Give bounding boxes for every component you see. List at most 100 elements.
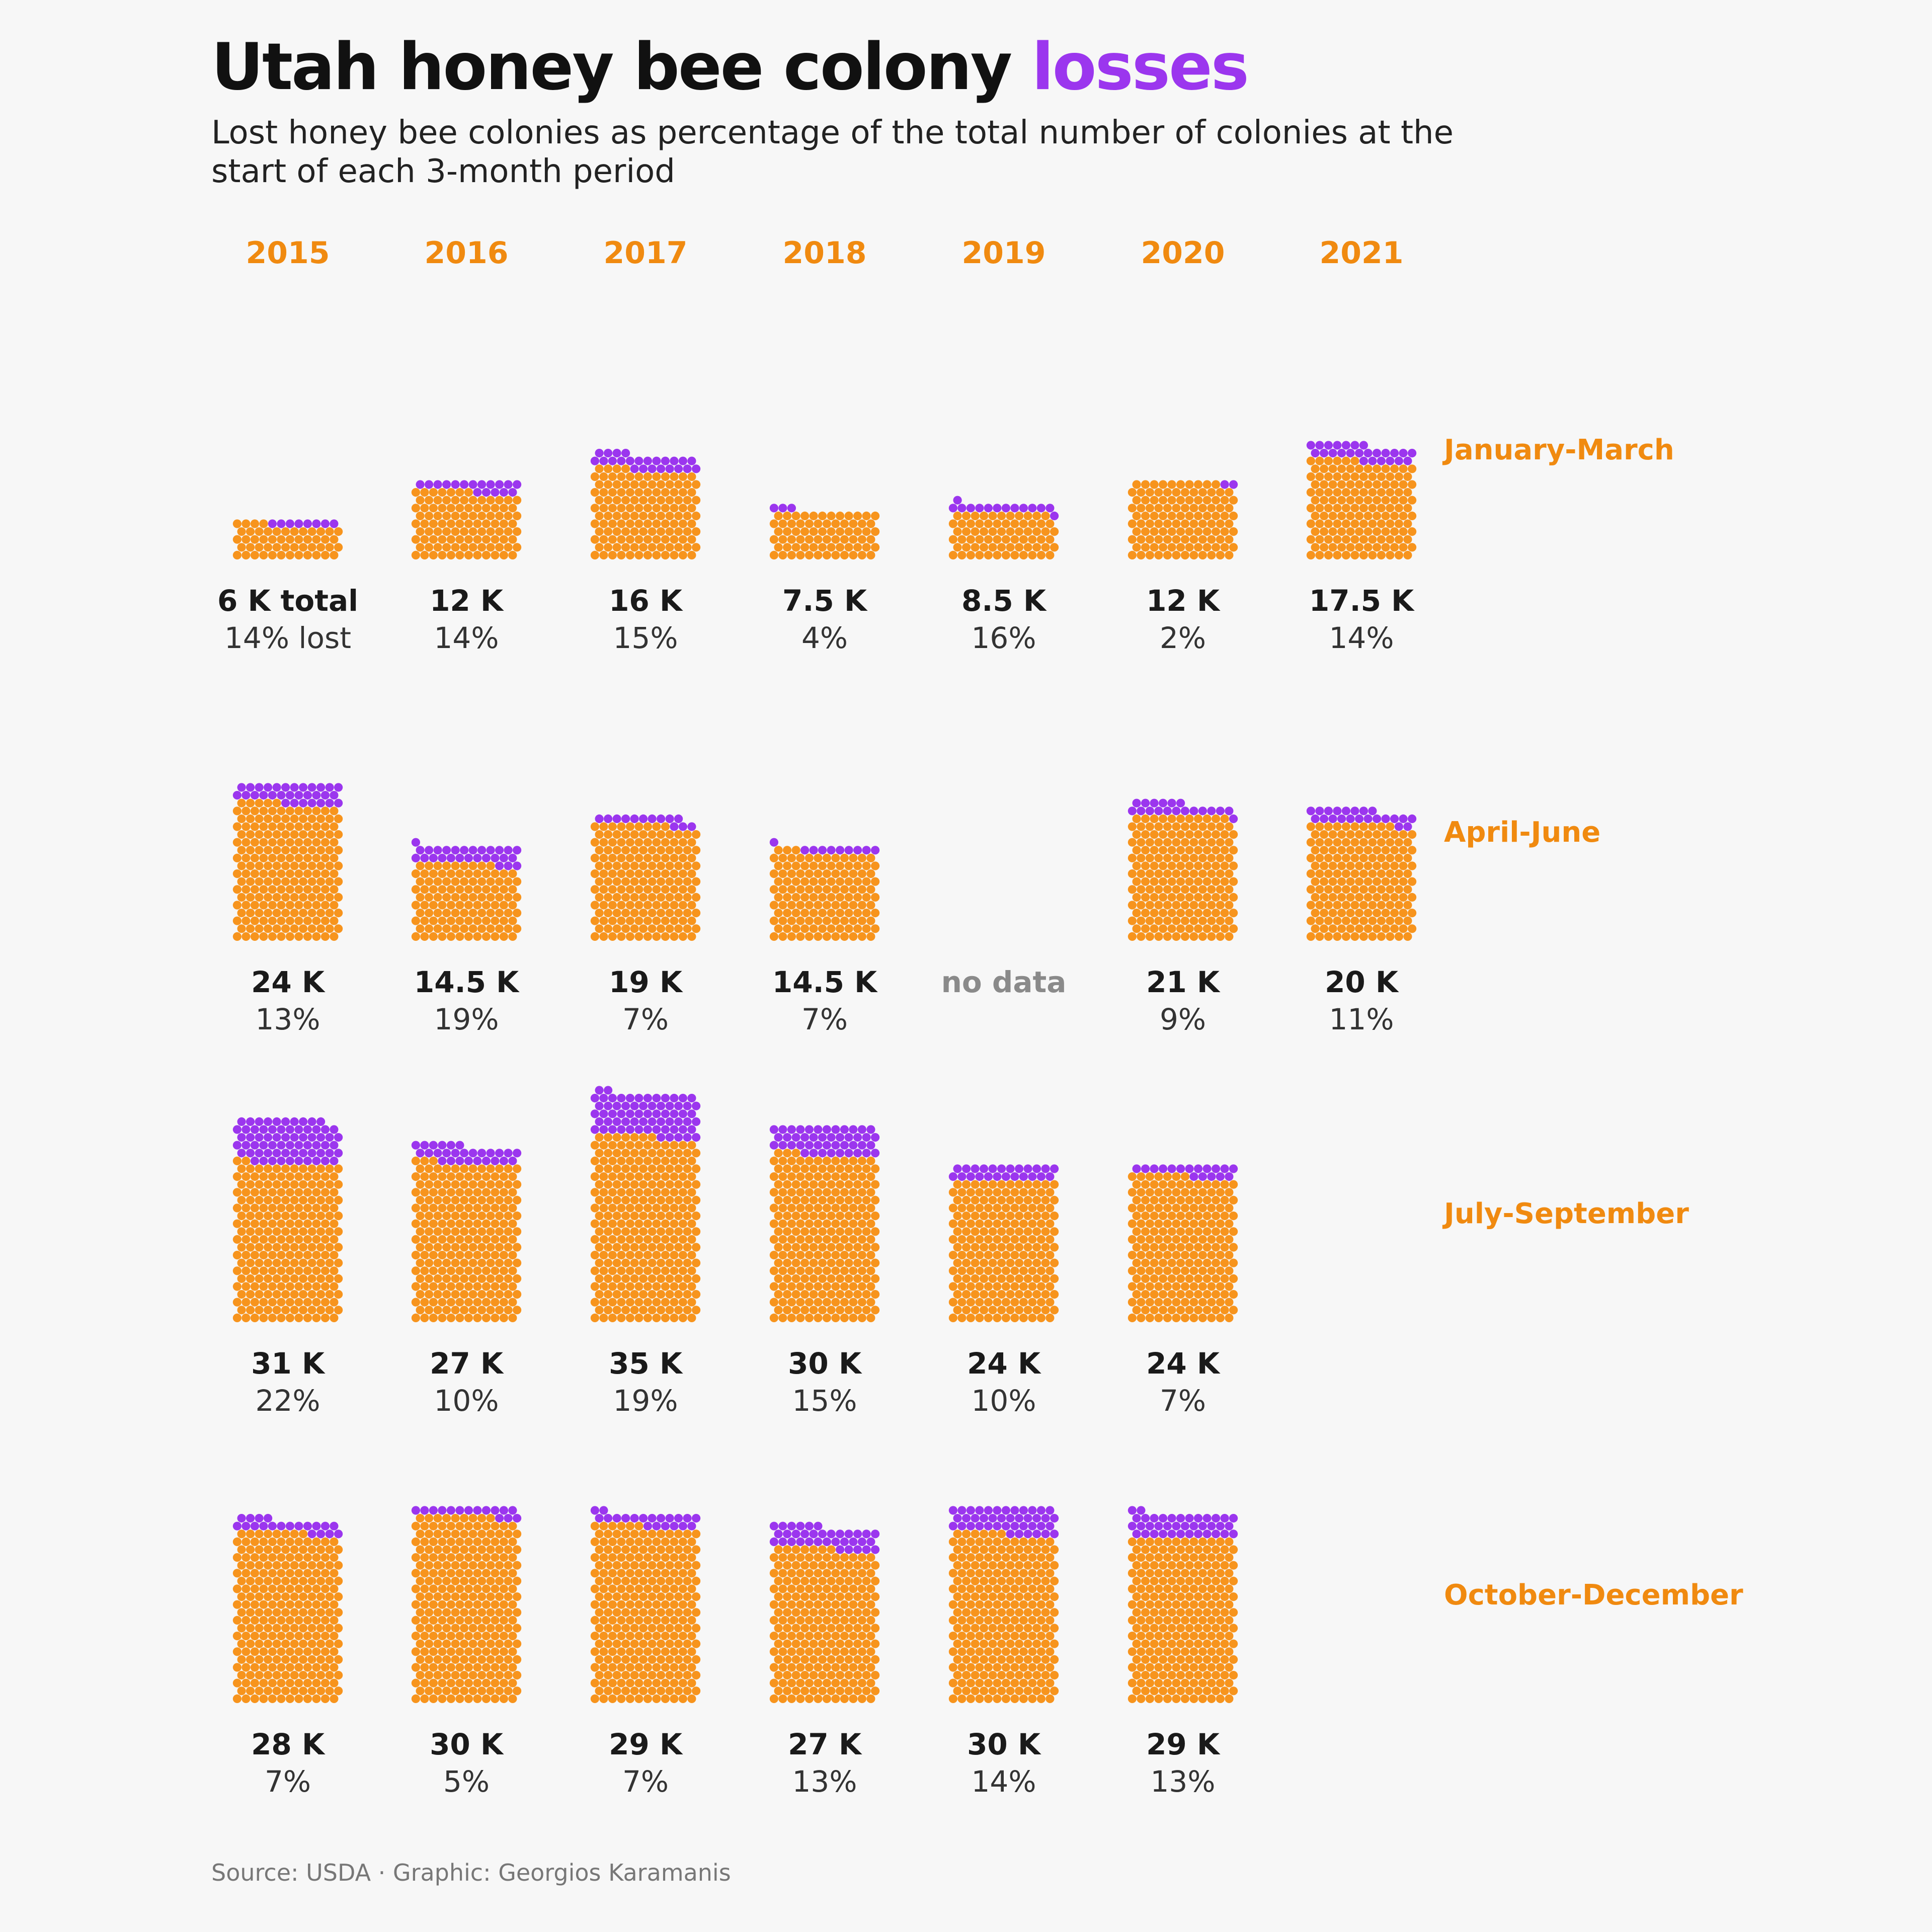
colony-dot bbox=[1194, 1258, 1203, 1267]
colony-dot bbox=[809, 1195, 818, 1204]
colony-dot bbox=[818, 1671, 827, 1680]
lost-colony-dot bbox=[840, 1141, 849, 1150]
colony-dot bbox=[1010, 1282, 1019, 1291]
colony-dot bbox=[595, 1655, 604, 1664]
colony-dot bbox=[281, 1686, 290, 1696]
lost-colony-dot bbox=[307, 1117, 316, 1126]
colony-dot bbox=[303, 1616, 312, 1625]
colony-dot bbox=[621, 830, 630, 839]
colony-dot bbox=[953, 1306, 962, 1315]
colony-dot bbox=[988, 1655, 997, 1664]
colony-dot bbox=[778, 1203, 787, 1213]
lost-colony-dot bbox=[1010, 504, 1019, 513]
colony-dot bbox=[312, 1663, 321, 1672]
colony-dot bbox=[791, 1608, 800, 1617]
colony-dot bbox=[962, 1576, 971, 1585]
colony-dot bbox=[1036, 1313, 1045, 1322]
colony-dot bbox=[420, 1188, 429, 1197]
colony-dot bbox=[246, 527, 255, 536]
colony-dot bbox=[1172, 885, 1181, 894]
colony-dot bbox=[460, 1180, 469, 1189]
colony-dot bbox=[831, 1616, 840, 1625]
colony-dot bbox=[420, 1632, 429, 1641]
colony-dot bbox=[1045, 519, 1055, 528]
colony-dot bbox=[446, 504, 456, 513]
colony-dot bbox=[429, 1569, 438, 1578]
colony-dot bbox=[1198, 838, 1207, 847]
colony-dot bbox=[1163, 1172, 1172, 1181]
colony-dot bbox=[504, 1195, 513, 1204]
colony-dot bbox=[272, 1639, 281, 1648]
colony-dot bbox=[473, 1298, 482, 1307]
colony-dot bbox=[508, 916, 517, 925]
colony-dot bbox=[787, 1298, 796, 1307]
colony-dot bbox=[1176, 924, 1185, 933]
colony-dot bbox=[455, 1584, 464, 1593]
colony-dot bbox=[678, 1266, 687, 1275]
colony-dot bbox=[320, 535, 330, 544]
colony-dot bbox=[495, 877, 504, 886]
colony-dot bbox=[499, 1172, 509, 1181]
colony-dot bbox=[809, 1655, 818, 1664]
lost-colony-dot bbox=[818, 846, 827, 855]
colony-dot bbox=[416, 1274, 425, 1283]
colony-dot bbox=[665, 861, 674, 870]
lost-colony-dot bbox=[504, 1514, 513, 1523]
colony-dot bbox=[486, 909, 495, 918]
colony-dot bbox=[312, 822, 321, 831]
lost-colony-dot bbox=[692, 1133, 701, 1142]
lost-colony-dot bbox=[604, 1117, 613, 1126]
colony-dot bbox=[975, 1282, 984, 1291]
colony-dot bbox=[438, 1172, 447, 1181]
colony-dot bbox=[822, 1298, 831, 1307]
colony-dot bbox=[1386, 932, 1395, 941]
colony-dot bbox=[316, 1655, 326, 1664]
colony-dot bbox=[849, 1219, 858, 1228]
colony-dot bbox=[652, 1298, 661, 1307]
colony-dot bbox=[277, 1553, 286, 1562]
colony-dot bbox=[791, 1227, 800, 1236]
colony-dot bbox=[827, 1592, 836, 1601]
colony-dot bbox=[634, 519, 643, 528]
lost-colony-dot bbox=[630, 1514, 639, 1523]
colony-dot bbox=[652, 1553, 661, 1562]
colony-dot bbox=[1346, 496, 1355, 505]
colony-dot bbox=[473, 885, 482, 894]
colony-dot bbox=[975, 519, 984, 528]
colony-dot bbox=[975, 1188, 984, 1197]
colony-dot bbox=[634, 1298, 643, 1307]
lost-colony-dot bbox=[1167, 798, 1176, 808]
colony-dot bbox=[438, 1219, 447, 1228]
colony-dot bbox=[674, 1608, 683, 1617]
lost-colony-dot bbox=[242, 1521, 251, 1531]
colony-dot bbox=[783, 543, 792, 552]
colony-dot bbox=[595, 543, 604, 552]
colony-dot bbox=[849, 916, 858, 925]
colony-dot bbox=[617, 1584, 626, 1593]
colony-dot bbox=[1032, 1686, 1041, 1696]
colony-dot bbox=[1141, 877, 1150, 886]
colony-dot bbox=[285, 1172, 295, 1181]
lost-colony-dot bbox=[1341, 441, 1350, 450]
colony-dot bbox=[796, 1203, 805, 1213]
colony-dot bbox=[871, 1608, 880, 1617]
colony-dot bbox=[464, 1266, 473, 1275]
colony-dot bbox=[778, 1553, 787, 1562]
colony-dot bbox=[621, 527, 630, 536]
lost-colony-dot bbox=[595, 1086, 604, 1095]
colony-dot bbox=[316, 1686, 326, 1696]
colony-dot bbox=[473, 1647, 482, 1656]
colony-dot bbox=[871, 1258, 880, 1267]
colony-dot bbox=[285, 869, 295, 878]
colony-dot bbox=[294, 1203, 303, 1213]
colony-dot bbox=[303, 1663, 312, 1672]
colony-dot bbox=[425, 543, 434, 552]
colony-dot bbox=[796, 1266, 805, 1275]
colony-dot bbox=[299, 543, 308, 552]
colony-dot bbox=[840, 1266, 849, 1275]
colony-dot bbox=[1377, 853, 1386, 862]
colony-dot bbox=[774, 1274, 783, 1283]
colony-dot bbox=[464, 932, 473, 941]
colony-dot bbox=[277, 1235, 286, 1244]
colony-dot bbox=[774, 1624, 783, 1633]
